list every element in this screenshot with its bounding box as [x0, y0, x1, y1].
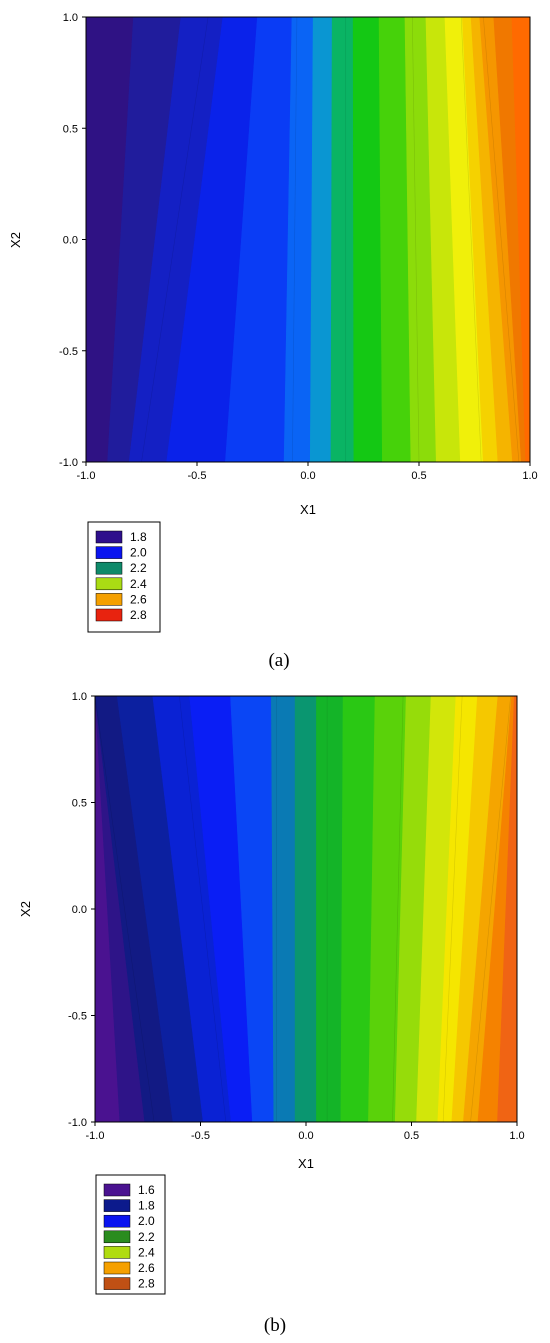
legend-label: 2.8	[138, 1277, 155, 1291]
legend-swatch	[103, 1214, 131, 1228]
legend-swatch	[103, 1246, 131, 1259]
x-tick-label: 0.0	[298, 1130, 313, 1142]
y-tick-label: 0.0	[63, 235, 78, 247]
legend-swatch	[95, 561, 123, 575]
legend-label: 2.6	[138, 1261, 155, 1275]
y-ticks-a: -1.0 -0.5 0.0 0.5 1.0	[59, 12, 86, 469]
x-axis-label-b: X1	[298, 1156, 314, 1171]
contour-band	[294, 695, 317, 1123]
y-tick-label: -1.0	[59, 457, 78, 469]
contour-plot-a: -1.0 -0.5 0.0 0.5 1.0 -1.0 -0.5 0.0 0.5 1.0 X1 X…	[8, 12, 538, 671]
legend-swatch	[95, 608, 123, 622]
contour-line	[470, 695, 511, 1123]
x-tick-label: 1.0	[522, 470, 537, 482]
contour-bands-b	[94, 695, 518, 1123]
y-tick-label: -1.0	[68, 1117, 87, 1129]
y-tick-label: -0.5	[68, 1011, 87, 1023]
contour-line	[141, 16, 209, 463]
y-axis-label-b: X2	[18, 901, 33, 917]
contour-line	[94, 695, 155, 1123]
y-ticks-b: -1.0 -0.5 0.0 0.5 1.0	[68, 691, 95, 1129]
contour-line	[460, 16, 482, 463]
legend-label: 2.2	[138, 1230, 155, 1244]
legend-label: 2.6	[130, 592, 147, 606]
legend-swatch	[95, 577, 123, 591]
y-axis-label-a: X2	[8, 232, 23, 248]
legend-label: 2.4	[138, 1245, 155, 1259]
contour-line	[292, 16, 298, 463]
y-tick-label: 1.0	[72, 691, 87, 703]
contour-line	[179, 695, 227, 1123]
x-tick-label: 0.5	[404, 1130, 419, 1142]
x-tick-label: -1.0	[86, 1130, 105, 1142]
y-tick-label: 0.0	[72, 904, 87, 916]
x-tick-label: 1.0	[509, 1130, 524, 1142]
contour-band	[309, 16, 333, 463]
contour-line	[392, 695, 404, 1123]
x-tick-label: -0.5	[191, 1130, 210, 1142]
x-ticks-a: -1.0 -0.5 0.0 0.5 1.0	[77, 462, 538, 482]
legend-swatch	[95, 530, 123, 544]
legend-swatch	[103, 1199, 131, 1212]
x-axis-label-a: X1	[300, 502, 316, 517]
legend-swatch	[103, 1261, 131, 1275]
legend-label: 2.2	[130, 561, 147, 575]
contour-band	[352, 16, 383, 463]
x-ticks-b: -1.0 -0.5 0.0 0.5 1.0	[86, 1122, 525, 1142]
y-tick-label: 1.0	[63, 12, 78, 24]
legend-label: 1.6	[138, 1183, 155, 1197]
x-tick-label: -1.0	[77, 470, 96, 482]
legend-label: 2.4	[130, 577, 147, 591]
contour-band	[330, 16, 355, 463]
caption-b: (b)	[264, 1315, 286, 1336]
legend-label: 2.0	[138, 1214, 155, 1228]
contour-bands-a	[85, 16, 531, 463]
legend-label: 2.8	[130, 608, 147, 622]
legend-label: 1.8	[138, 1199, 155, 1213]
legend-swatch	[95, 546, 123, 559]
y-tick-label: -0.5	[59, 346, 78, 358]
legend-label: 1.8	[130, 530, 147, 544]
contour-line	[412, 16, 420, 463]
x-tick-label: 0.0	[300, 470, 315, 482]
x-tick-label: -0.5	[188, 470, 207, 482]
legend-swatch	[103, 1230, 131, 1244]
y-tick-label: 0.5	[72, 798, 87, 810]
legend-a: 1.8 2.02.2 2.42.6 2.8	[87, 521, 161, 633]
legend-b: 1.6 1.82.0 2.22.4 2.6 2.8	[95, 1174, 166, 1295]
legend-label: 2.0	[130, 546, 147, 560]
contour-line	[442, 695, 463, 1123]
contour-band	[316, 695, 344, 1123]
legend-swatch	[103, 1277, 131, 1290]
y-tick-label: 0.5	[63, 123, 78, 135]
x-tick-label: 0.5	[411, 470, 426, 482]
caption-a: (a)	[268, 650, 289, 671]
contour-plot-b: -1.0 -0.5 0.0 0.5 1.0 -1.0 -0.5 0.0 0.5 1.0 X1 X…	[18, 691, 525, 1336]
contour-line	[483, 16, 520, 463]
contour-band	[271, 695, 296, 1123]
legend-swatch	[95, 593, 123, 606]
legend-swatch	[103, 1183, 131, 1197]
